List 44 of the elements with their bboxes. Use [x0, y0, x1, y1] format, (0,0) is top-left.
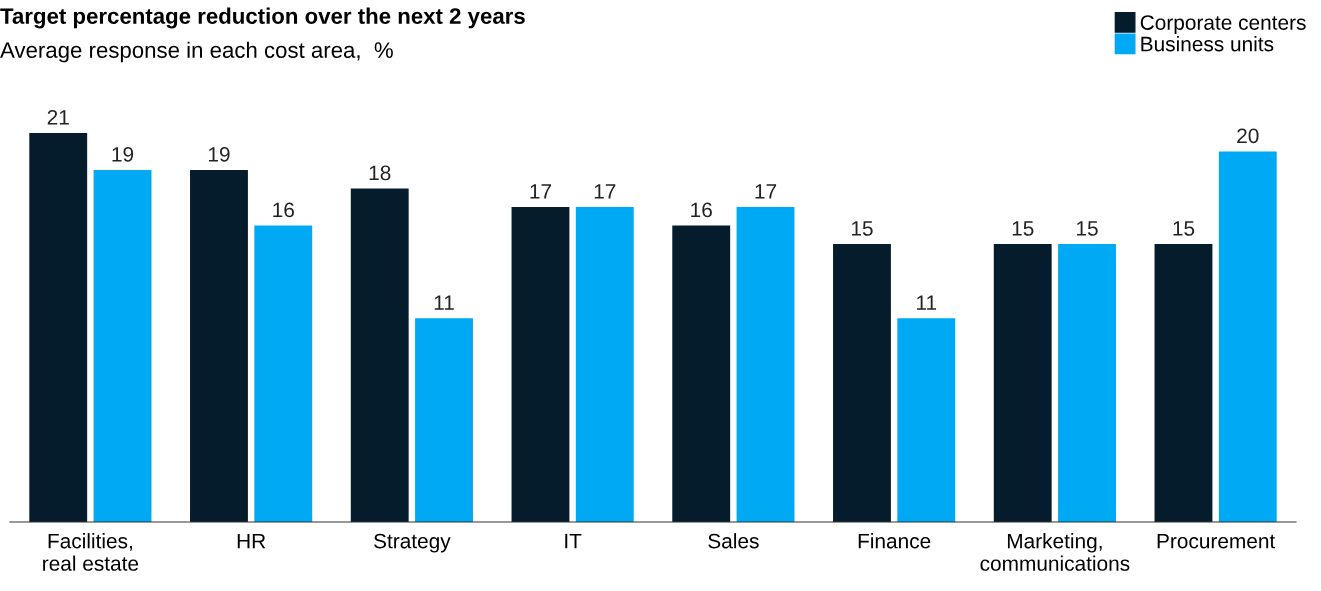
data-label: 16 [691, 202, 712, 218]
data-label: 15 [1173, 221, 1195, 236]
x-tick-label: IT [565, 533, 582, 549]
data-label: 18 [369, 165, 391, 181]
bar [29, 132, 88, 522]
bar [672, 225, 731, 522]
bar [511, 207, 570, 522]
x-tick-label: Facilities, real estate [43, 533, 139, 571]
bar [350, 188, 409, 522]
bar [415, 318, 473, 522]
data-label: 11 [434, 295, 454, 310]
x-tick-label: Strategy [374, 533, 451, 553]
bar [1154, 244, 1213, 522]
data-label: 15 [851, 221, 873, 236]
data-label: 17 [530, 184, 552, 199]
bar [1058, 244, 1116, 522]
data-label: 21 [47, 109, 69, 125]
bar [93, 170, 152, 522]
data-label: 15 [1012, 221, 1034, 236]
data-label: 16 [273, 202, 294, 218]
bar [833, 244, 891, 522]
legend-label: Corporate centers [1140, 15, 1306, 34]
chart-title: Target percentage reduction over the next 2 years [0, 7, 525, 29]
data-label: 15 [1077, 221, 1098, 236]
bar [575, 207, 634, 522]
x-tick-label: Marketing, communications [980, 533, 1130, 571]
bar [736, 207, 795, 522]
x-tick-label: HR [237, 533, 266, 549]
data-label: 17 [755, 184, 777, 199]
x-tick-label: Procurement [1157, 533, 1276, 549]
data-label: 11 [917, 295, 937, 310]
data-label: 17 [594, 184, 616, 199]
bar [897, 318, 956, 522]
bar [190, 170, 248, 522]
x-tick-label: Sales [708, 533, 759, 549]
legend-label: Business units [1141, 36, 1274, 52]
bar [1218, 151, 1277, 522]
data-label: 19 [208, 146, 230, 162]
x-tick-label: Finance [858, 533, 931, 549]
data-label: 20 [1237, 128, 1259, 144]
data-label: 19 [112, 146, 134, 162]
chart-subtitle: Average response in each cost area, % [0, 41, 393, 63]
bar [993, 244, 1052, 522]
bar [254, 225, 313, 522]
